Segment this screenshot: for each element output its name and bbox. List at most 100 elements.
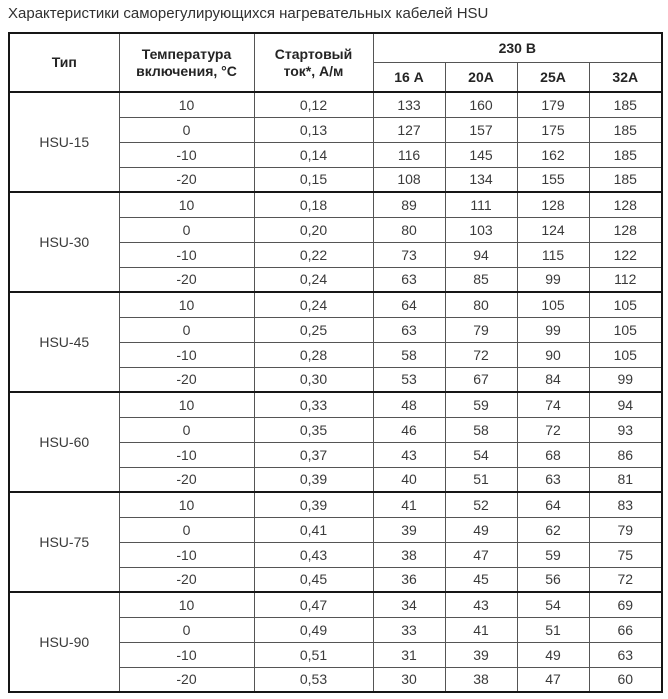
value-16a-cell: 48 [372,391,446,418]
temperature-cell: 0 [118,516,255,543]
value-25a-cell: 47 [516,666,590,693]
value-25a-cell: 62 [516,516,590,543]
value-16a-cell: 43 [372,441,446,468]
value-20a-cell: 103 [444,216,518,243]
table-header: Тип Температура включения, °С Стартовый … [8,32,663,93]
value-32a-cell: 93 [588,416,663,443]
table-row: HSU-45 10 0,24 64 80 105 105 [8,291,663,393]
table-row: 0 0,13 127 157 175 185 [9,116,663,143]
start-current-cell: 0,12 [253,91,374,118]
start-current-cell: 0,13 [253,116,374,143]
cable-type-cell: HSU-75 [8,491,120,593]
table-row: -10 0,22 73 94 115 122 [9,241,663,268]
column-header-voltage-group: 230 В [372,32,663,63]
temperature-cell: -10 [118,241,255,268]
temperature-cell: -20 [118,166,255,193]
value-16a-cell: 41 [372,491,446,518]
value-16a-cell: 31 [372,641,446,668]
value-32a-cell: 69 [588,591,663,618]
temperature-cell: 0 [118,316,255,343]
table-row: -20 0,53 30 38 47 60 [9,666,663,693]
temperature-cell: 10 [118,591,255,618]
value-16a-cell: 63 [372,316,446,343]
start-current-cell: 0,28 [253,341,374,368]
value-16a-cell: 73 [372,241,446,268]
temperature-cell: 10 [118,191,255,218]
value-25a-cell: 51 [516,616,590,643]
table-row: HSU-15 10 0,12 133 160 179 185 [8,91,663,193]
start-current-cell: 0,18 [253,191,374,218]
start-current-cell: 0,20 [253,216,374,243]
cable-type-cell: HSU-60 [8,391,120,493]
column-header-25a: 25А [516,61,590,93]
value-16a-cell: 116 [372,141,446,168]
value-16a-cell: 30 [372,666,446,693]
table-row: 0 0,49 33 41 51 66 [9,616,663,643]
temperature-cell: 0 [118,416,255,443]
value-20a-cell: 59 [444,391,518,418]
header-row-currents: 16 А 20А 25А 32А [9,61,663,93]
value-32a-cell: 185 [588,166,663,193]
value-25a-cell: 84 [516,366,590,393]
column-header-type: Тип [8,32,120,93]
temperature-cell: -20 [118,666,255,693]
temperature-cell: -10 [118,441,255,468]
value-32a-cell: 60 [588,666,663,693]
start-current-cell: 0,37 [253,441,374,468]
value-20a-cell: 51 [444,466,518,493]
value-20a-cell: 79 [444,316,518,343]
value-25a-cell: 64 [516,491,590,518]
cable-type-cell: HSU-30 [8,191,120,293]
table-row: -20 0,24 63 85 99 112 [9,266,663,293]
start-current-cell: 0,24 [253,266,374,293]
value-32a-cell: 185 [588,91,663,118]
temperature-cell: 0 [118,116,255,143]
value-20a-cell: 134 [444,166,518,193]
value-25a-cell: 74 [516,391,590,418]
value-32a-cell: 185 [588,141,663,168]
table-row: 0 0,25 63 79 99 105 [9,316,663,343]
value-16a-cell: 40 [372,466,446,493]
start-current-cell: 0,41 [253,516,374,543]
value-25a-cell: 128 [516,191,590,218]
value-32a-cell: 99 [588,366,663,393]
value-25a-cell: 105 [516,291,590,318]
value-16a-cell: 127 [372,116,446,143]
value-32a-cell: 63 [588,641,663,668]
value-16a-cell: 133 [372,91,446,118]
cable-type-cell: HSU-45 [8,291,120,393]
value-25a-cell: 155 [516,166,590,193]
start-current-cell: 0,51 [253,641,374,668]
temperature-cell: -10 [118,641,255,668]
value-25a-cell: 175 [516,116,590,143]
value-32a-cell: 81 [588,466,663,493]
start-current-cell: 0,22 [253,241,374,268]
temperature-cell: -10 [118,141,255,168]
value-20a-cell: 47 [444,541,518,568]
start-current-cell: 0,47 [253,591,374,618]
temperature-cell: 10 [118,491,255,518]
value-20a-cell: 38 [444,666,518,693]
value-16a-cell: 58 [372,341,446,368]
table-row: 0 0,20 80 103 124 128 [9,216,663,243]
table-row: -10 0,37 43 54 68 86 [9,441,663,468]
page-title: Характеристики саморегулирующихся нагрев… [8,5,489,22]
temperature-cell: -20 [118,566,255,593]
value-25a-cell: 99 [516,316,590,343]
table-row: HSU-30 10 0,18 89 111 128 128 [8,191,663,293]
value-20a-cell: 58 [444,416,518,443]
value-32a-cell: 83 [588,491,663,518]
value-16a-cell: 63 [372,266,446,293]
value-20a-cell: 72 [444,341,518,368]
table-row: HSU-60 10 0,33 48 59 74 94 [8,391,663,493]
table-row: -10 0,51 31 39 49 63 [9,641,663,668]
value-25a-cell: 115 [516,241,590,268]
start-current-cell: 0,35 [253,416,374,443]
table-body: HSU-15 10 0,12 133 160 179 185 0 0,13 127 157 175 18… [8,91,663,693]
temperature-cell: 10 [118,391,255,418]
value-32a-cell: 122 [588,241,663,268]
value-16a-cell: 46 [372,416,446,443]
table-row: 0 0,35 46 58 72 93 [9,416,663,443]
column-header-32a: 32А [588,61,663,93]
value-20a-cell: 54 [444,441,518,468]
